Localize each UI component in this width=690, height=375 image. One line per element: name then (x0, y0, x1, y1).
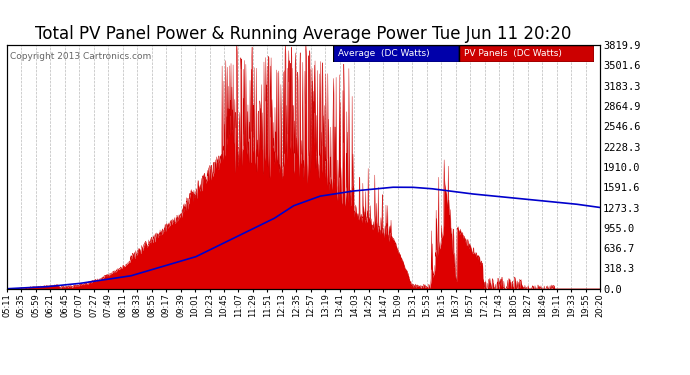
Text: Copyright 2013 Cartronics.com: Copyright 2013 Cartronics.com (10, 53, 151, 61)
Title: Total PV Panel Power & Running Average Power Tue Jun 11 20:20: Total PV Panel Power & Running Average P… (35, 26, 572, 44)
